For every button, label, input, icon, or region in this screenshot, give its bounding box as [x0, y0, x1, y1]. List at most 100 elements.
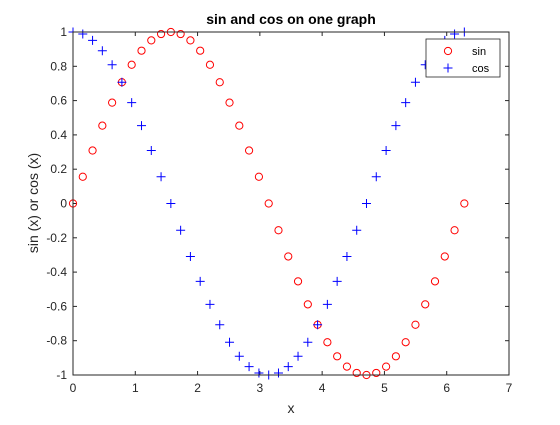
y-tick-label: -0.8: [46, 334, 67, 348]
cos-point: [137, 121, 147, 131]
cos-point: [97, 46, 107, 56]
cos-point: [127, 98, 137, 108]
cos-point: [215, 320, 225, 330]
sin-point: [411, 320, 420, 329]
y-tick-label: 0.8: [50, 59, 67, 73]
legend-cos-label: cos: [472, 63, 490, 75]
sin-point: [176, 29, 185, 39]
cos-point: [176, 225, 186, 235]
y-tick-label: 0.4: [50, 128, 67, 142]
sin-point: [391, 352, 400, 361]
sin-point: [264, 199, 273, 208]
x-tick-label: 0: [70, 381, 77, 395]
x-tick-label: 3: [257, 381, 264, 395]
sin-point: [137, 46, 146, 55]
cos-point: [107, 60, 117, 70]
cos-point: [303, 337, 313, 347]
cos-point: [244, 362, 254, 372]
y-tick-label: -0.2: [46, 231, 67, 245]
sin-point: [382, 362, 391, 371]
y-tick-label: 0.6: [50, 94, 67, 108]
sin-point: [401, 338, 410, 347]
sin-point: [421, 300, 430, 309]
sin-point: [342, 362, 352, 371]
series-sin: [68, 27, 469, 380]
cos-point: [166, 199, 176, 208]
sin-point: [156, 29, 166, 39]
y-tick-label: 0: [60, 197, 67, 211]
cos-point: [156, 172, 166, 182]
series-cos: [68, 27, 469, 380]
legend-sin-label: sin: [472, 46, 486, 58]
x-tick-label: 6: [443, 381, 450, 395]
sin-point: [303, 300, 312, 309]
cos-point: [254, 368, 264, 378]
sin-point: [127, 60, 136, 69]
chart-title: sin and cos on one graph: [206, 11, 376, 27]
x-tick-label: 1: [132, 381, 139, 395]
legend-sin-marker: [443, 46, 453, 56]
plot-area: [73, 32, 509, 375]
legend-cos-marker: [443, 63, 453, 73]
x-axis-label: x: [288, 400, 295, 416]
cos-point: [361, 199, 371, 208]
y-tick-label: 0.2: [50, 162, 67, 176]
sin-point: [244, 146, 254, 155]
sin-point: [450, 226, 459, 235]
cos-point: [342, 251, 352, 261]
x-tick-label: 5: [381, 381, 388, 395]
cos-point: [450, 29, 460, 39]
cos-point: [185, 251, 195, 261]
cos-point: [322, 299, 332, 309]
sin-point: [225, 98, 234, 107]
sin-point: [98, 121, 107, 130]
cos-point: [401, 98, 411, 108]
cos-point: [293, 351, 303, 361]
sin-point: [235, 121, 244, 130]
cos-point: [410, 77, 420, 87]
sin-point: [108, 98, 117, 107]
sin-point: [372, 368, 381, 378]
sin-point: [147, 36, 156, 45]
sin-point: [440, 252, 449, 261]
legend-box: [425, 38, 501, 78]
legend[interactable]: sin cos: [425, 38, 501, 78]
sin-point: [293, 277, 303, 286]
cos-point: [313, 320, 323, 330]
sin-point: [254, 172, 264, 181]
sin-point: [88, 146, 97, 155]
sin-point: [78, 172, 87, 181]
tick-labels: 0 1 2 3 4 5 6 7 -1 -0.8 -0.6 -0.4 -0.2 0 0.2 0.4 0.6 0.8 1: [46, 25, 512, 395]
sin-point: [284, 252, 293, 261]
sin-point: [186, 36, 195, 45]
sin-point: [352, 368, 361, 378]
y-tick-label: -0.4: [46, 265, 67, 279]
y-tick-label: 1: [60, 25, 67, 39]
cos-point: [283, 362, 293, 372]
axes-box: [72, 31, 510, 376]
y-axis-label: sin (x) or cos (x): [25, 153, 41, 253]
sin-point: [333, 352, 342, 361]
cos-point: [195, 276, 205, 286]
x-tick-label: 7: [506, 381, 513, 395]
cos-point: [381, 146, 391, 156]
sin-point: [205, 60, 215, 69]
cos-point: [205, 299, 215, 309]
cos-point: [234, 351, 244, 361]
cos-point: [273, 368, 283, 378]
cos-point: [391, 121, 401, 131]
sin-point: [196, 46, 205, 55]
data-marks: [68, 27, 469, 380]
cos-point: [117, 77, 127, 87]
cos-point: [146, 146, 156, 156]
sin-point: [460, 199, 469, 208]
cos-point: [78, 29, 88, 39]
sin-point: [430, 277, 440, 286]
sin-point: [274, 226, 283, 235]
x-tick-label: 2: [194, 381, 201, 395]
x-tick-label: 4: [319, 381, 326, 395]
cos-point: [332, 276, 342, 286]
cos-point: [88, 35, 98, 45]
